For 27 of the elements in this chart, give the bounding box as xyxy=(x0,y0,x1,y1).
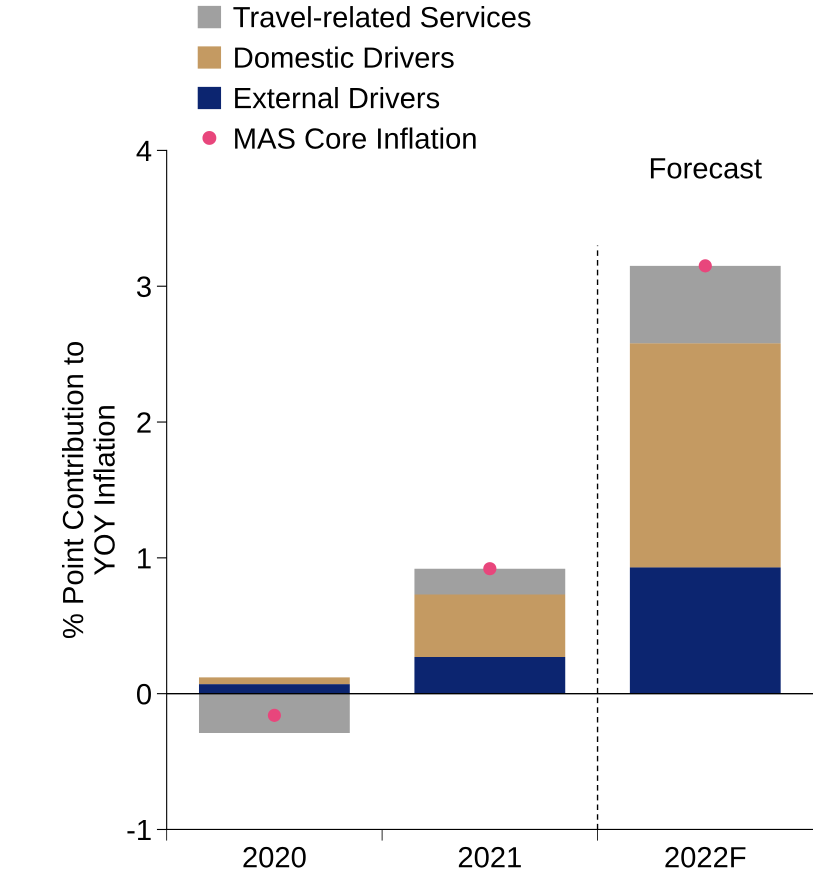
y-tick-label: 4 xyxy=(136,140,152,161)
point xyxy=(483,562,496,576)
bar xyxy=(198,694,350,734)
x-tick-label: 2020 xyxy=(243,846,306,868)
x-tick-label: 2021 xyxy=(458,846,521,868)
y-tick-label: 2 xyxy=(137,412,151,433)
bar xyxy=(414,656,566,694)
y-tick-label: 0 xyxy=(137,684,151,705)
point xyxy=(698,259,712,272)
bar xyxy=(198,677,350,684)
bar xyxy=(630,343,781,568)
legend-label: Domestic Drivers xyxy=(235,46,454,68)
y-tick-label: 3 xyxy=(136,276,151,298)
bar xyxy=(630,567,781,694)
y-axis-title: % Point Contribution to YOY Inflation xyxy=(62,342,115,638)
bar xyxy=(414,594,566,657)
point xyxy=(268,708,281,722)
bar xyxy=(198,684,350,694)
ref-line-label: Forecast xyxy=(650,158,762,179)
legend-label: Travel-related Services xyxy=(233,6,530,28)
legend-label: MAS Core Inflation xyxy=(235,127,476,149)
legend-label: External Drivers xyxy=(235,86,440,108)
y-tick-label: 1 xyxy=(138,548,151,568)
bar xyxy=(630,266,781,344)
bar xyxy=(414,568,566,595)
y-tick-label: -1 xyxy=(127,820,151,840)
x-tick-label: 2022F xyxy=(665,846,746,868)
